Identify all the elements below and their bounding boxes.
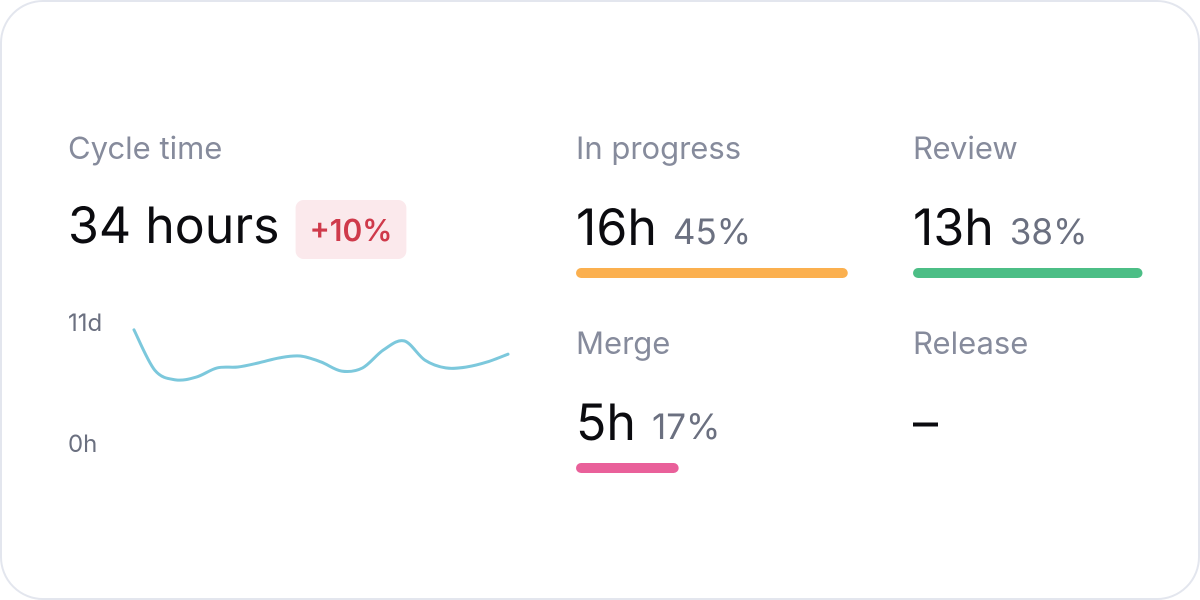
y-tick-label: 11d	[68, 308, 102, 337]
metric-label: Cycle time	[68, 130, 222, 167]
stage-share: 17%	[652, 406, 720, 448]
stage-label: Merge	[576, 325, 670, 362]
share-bar	[576, 463, 679, 473]
stage-value: 16h	[576, 198, 657, 258]
metric-value: 34 hours	[68, 196, 280, 256]
stage-value: 13h	[913, 198, 994, 258]
stage-label: In progress	[576, 130, 741, 167]
stages: In progress 16h 45% Review 13h 38% Merge 5h 17% R…	[576, 130, 1143, 473]
stage-share: 45%	[673, 211, 751, 253]
stage-value: –	[913, 393, 938, 453]
stage-value: 5h	[576, 393, 636, 453]
sparkline: 11d 0h	[68, 308, 510, 458]
change-text: +10%	[310, 213, 393, 249]
share-bar	[576, 268, 848, 278]
stage-label: Review	[913, 130, 1018, 167]
y-tick-label: 0h	[68, 429, 97, 458]
change-badge	[295, 200, 407, 259]
stage-label: Release	[913, 325, 1028, 362]
share-bar	[913, 268, 1143, 278]
stage-share: 38%	[1010, 211, 1088, 253]
trend-line	[132, 328, 510, 382]
